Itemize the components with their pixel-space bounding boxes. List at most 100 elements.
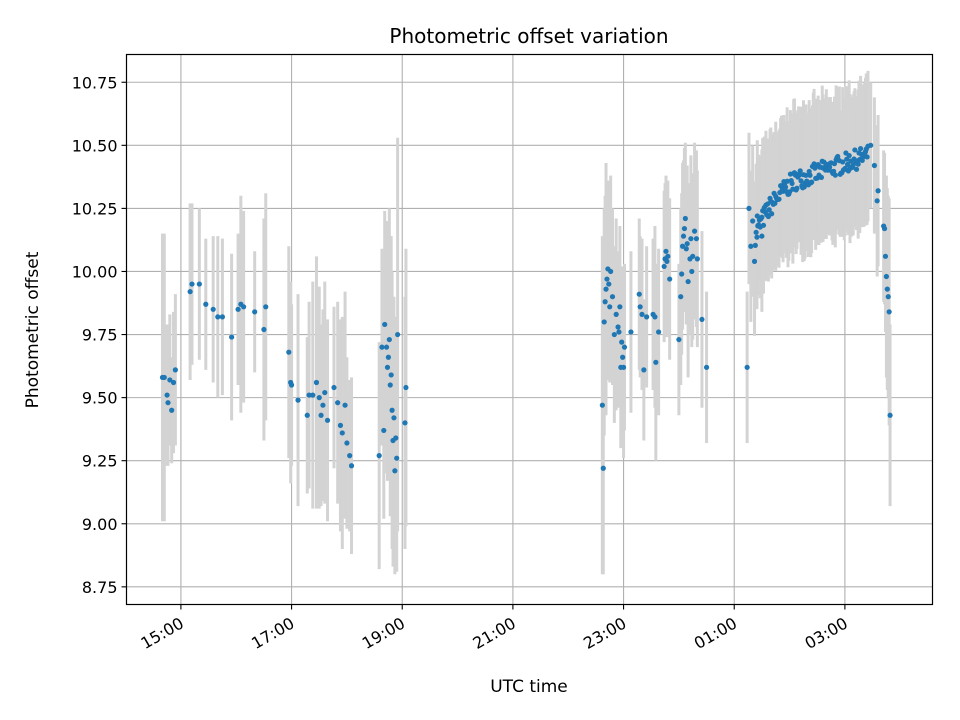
data-point: [288, 382, 295, 388]
data-point: [748, 243, 754, 249]
data-point: [809, 179, 815, 185]
data-point: [679, 271, 685, 277]
data-point: [235, 306, 241, 312]
data-point: [165, 400, 171, 406]
data-point: [403, 384, 409, 391]
data-point: [883, 273, 889, 280]
data-point: [337, 422, 344, 428]
data-point: [602, 299, 608, 305]
data-point: [395, 331, 401, 338]
data-point: [161, 374, 167, 381]
data-point: [784, 178, 790, 184]
data-point: [850, 162, 856, 168]
data-point: [335, 400, 341, 406]
data-point: [699, 316, 705, 323]
data-point: [331, 384, 337, 391]
data-point: [703, 364, 710, 370]
data-point: [693, 236, 700, 242]
data-point: [676, 336, 682, 343]
data-point: [320, 402, 326, 408]
data-point: [832, 172, 838, 178]
data-point: [615, 324, 621, 330]
plot-frame: [125, 53, 934, 606]
data-point: [803, 172, 809, 178]
data-point: [210, 306, 216, 312]
data-point: [606, 281, 612, 287]
y-tick-label: 9.25: [82, 452, 118, 471]
data-point: [664, 258, 670, 264]
data-point: [383, 344, 390, 350]
data-point: [167, 377, 173, 383]
data-point: [875, 188, 881, 194]
data-point: [381, 427, 387, 434]
data-point: [342, 402, 348, 408]
data-point: [766, 207, 772, 213]
data-point: [189, 281, 195, 287]
data-point: [818, 174, 825, 181]
data-point: [628, 329, 634, 335]
data-point: [796, 172, 802, 178]
data-point: [858, 145, 864, 152]
data-point: [759, 214, 765, 220]
data-point: [744, 364, 750, 370]
data-point: [318, 412, 324, 418]
data-point: [392, 468, 398, 474]
y-tick-label: 8.75: [82, 578, 118, 597]
data-point: [324, 417, 331, 423]
data-point: [680, 233, 687, 239]
data-point: [853, 166, 860, 172]
data-point: [750, 218, 756, 224]
y-tick-label: 9.00: [82, 515, 118, 534]
data-point: [691, 228, 698, 234]
data-point: [794, 185, 800, 191]
data-point: [203, 301, 209, 307]
data-point: [313, 379, 320, 386]
data-point: [347, 453, 353, 459]
data-point: [688, 236, 694, 242]
data-point: [754, 234, 760, 240]
data-point: [641, 367, 647, 373]
data-point: [617, 304, 623, 310]
data-point: [196, 281, 202, 287]
data-point: [864, 154, 870, 160]
data-point: [865, 143, 871, 149]
data-point: [844, 161, 851, 168]
data-point: [882, 253, 889, 259]
data-point: [683, 246, 689, 252]
data-point: [609, 294, 616, 300]
data-point: [252, 309, 258, 315]
data-point: [322, 389, 328, 396]
data-point: [344, 440, 350, 446]
data-point: [685, 278, 691, 285]
y-tick-label: 9.50: [82, 389, 118, 408]
data-point: [754, 213, 760, 219]
data-point: [661, 263, 667, 270]
data-point: [389, 407, 395, 413]
data-point: [667, 276, 673, 282]
data-point: [694, 256, 700, 262]
data-point: [621, 344, 628, 350]
data-point: [653, 359, 659, 365]
data-point: [789, 180, 795, 187]
data-point: [604, 276, 610, 282]
data-point: [656, 329, 662, 335]
data-point: [306, 392, 312, 398]
data-point: [684, 241, 690, 247]
data-point: [760, 222, 767, 228]
data-point: [637, 304, 643, 310]
y-tick-label: 10.75: [72, 73, 118, 92]
data-point: [339, 430, 345, 436]
x-axis-label: UTC time: [490, 677, 568, 697]
data-point: [385, 354, 392, 360]
data-point: [348, 463, 355, 469]
data-point: [746, 205, 752, 211]
data-point: [376, 453, 382, 459]
data-point: [871, 162, 878, 169]
data-point: [776, 196, 782, 202]
data-point: [663, 248, 669, 254]
data-point: [613, 311, 619, 317]
data-point: [887, 412, 893, 418]
data-point: [636, 291, 642, 297]
data-point: [885, 294, 891, 300]
